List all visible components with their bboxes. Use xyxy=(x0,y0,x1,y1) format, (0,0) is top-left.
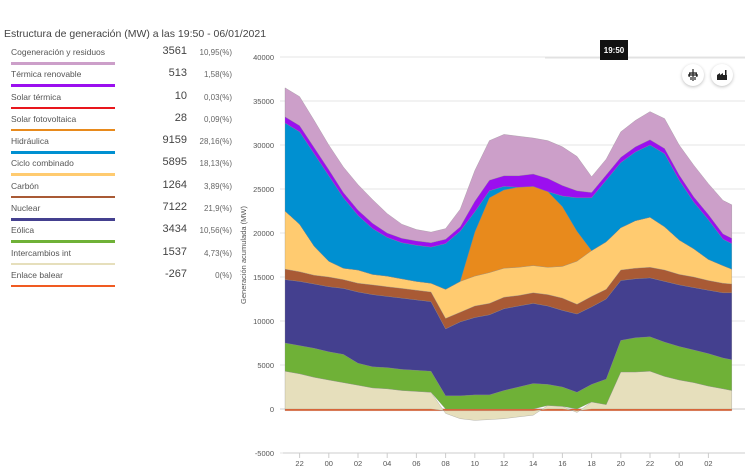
x-tick-label: 22 xyxy=(295,459,303,468)
legend-value: 5895 xyxy=(162,156,187,169)
x-tick-label: 02 xyxy=(354,459,362,468)
legend-label: Solar fotovoltaica xyxy=(11,113,77,124)
legend-percent: 0(%) xyxy=(215,270,232,280)
legend-item[interactable]: Solar térmica 10 0,03(%) xyxy=(11,89,241,111)
legend-item[interactable]: Enlace balear -267 0(%) xyxy=(11,267,241,289)
legend-value: 3561 xyxy=(162,45,187,57)
legend-swatch xyxy=(11,151,115,154)
legend-value: 9159 xyxy=(162,134,187,147)
y-tick-label: 20000 xyxy=(253,229,274,238)
legend-swatch xyxy=(11,106,115,110)
legend-value: 1264 xyxy=(162,178,187,191)
legend-item[interactable]: Hidráulica 9159 28,16(%) xyxy=(11,133,241,155)
legend-label: Intercambios int xyxy=(11,247,71,258)
x-tick-label: 16 xyxy=(558,459,566,468)
legend-item[interactable]: Cogeneración y residuos 3561 10,95(%) xyxy=(11,44,241,66)
x-tick-label: 06 xyxy=(412,459,420,468)
legend-swatch xyxy=(11,262,115,266)
x-tick-label: 14 xyxy=(529,459,537,468)
legend-percent: 1,58(%) xyxy=(203,70,232,80)
legend-swatch xyxy=(11,195,115,199)
y-tick-label: 5000 xyxy=(257,361,274,370)
legend-label: Hidráulica xyxy=(11,136,49,147)
electricity-tower-icon xyxy=(688,69,698,81)
legend-percent: 10,56(%) xyxy=(199,226,232,236)
x-tick-label: 04 xyxy=(383,459,391,468)
x-tick-label: 12 xyxy=(500,459,508,468)
y-tick-label: -5000 xyxy=(255,449,274,458)
legend-label: Carbón xyxy=(11,180,39,191)
legend-value: 513 xyxy=(168,67,187,80)
factory-icon xyxy=(717,70,727,80)
x-tick-label: 22 xyxy=(646,459,654,468)
legend-value: 28 xyxy=(174,111,187,124)
legend-item[interactable]: Solar fotovoltaica 28 0,09(%) xyxy=(11,111,241,133)
y-tick-label: 30000 xyxy=(253,141,274,150)
y-axis-label: Generación acumulada (MW) xyxy=(239,206,248,304)
legend-percent: 4,73(%) xyxy=(203,248,232,258)
electricity-tower-button[interactable] xyxy=(682,64,704,86)
legend-label: Enlace balear xyxy=(11,269,63,280)
legend-percent: 0,03(%) xyxy=(203,92,232,102)
legend-percent: 21,9(%) xyxy=(203,204,232,214)
x-tick-label: 00 xyxy=(675,459,683,468)
legend: Cogeneración y residuos 3561 10,95(%) Térmi… xyxy=(11,44,241,289)
legend-percent: 18,13(%) xyxy=(199,159,232,169)
legend-label: Eólica xyxy=(11,225,35,236)
legend-item[interactable]: Térmica renovable 513 1,58(%) xyxy=(11,66,241,88)
area-cogeneraci-n-y-residuos xyxy=(284,87,732,243)
legend-swatch xyxy=(11,240,115,243)
legend-value: 1537 xyxy=(162,245,187,258)
x-tick-label: 10 xyxy=(471,459,479,468)
legend-percent: 10,95(%) xyxy=(199,48,232,57)
y-tick-label: 0 xyxy=(270,405,274,414)
legend-item[interactable]: Ciclo combinado 5895 18,13(%) xyxy=(11,155,241,177)
y-tick-label: 25000 xyxy=(253,185,274,194)
legend-percent: 28,16(%) xyxy=(199,137,232,147)
legend-item[interactable]: Eólica 3434 10,56(%) xyxy=(11,222,241,244)
legend-value: 10 xyxy=(174,89,187,102)
area-intercambios-int xyxy=(284,370,732,421)
legend-item[interactable]: Carbón 1264 3,89(%) xyxy=(11,178,241,200)
legend-value: 7122 xyxy=(162,201,187,214)
time-tooltip: 19:50 xyxy=(600,40,628,60)
x-tick-label: 20 xyxy=(617,459,625,468)
chart-title: Estructura de generación (MW) a las 19:5… xyxy=(4,28,267,40)
x-tick-label: 08 xyxy=(441,459,449,468)
legend-value: 3434 xyxy=(162,223,187,236)
legend-label: Cogeneración y residuos xyxy=(11,47,106,57)
legend-value: -267 xyxy=(164,267,187,280)
area-enlace-balear xyxy=(284,408,732,411)
legend-swatch xyxy=(11,173,115,176)
y-tick-label: 15000 xyxy=(253,273,274,282)
factory-button[interactable] xyxy=(711,64,733,86)
legend-label: Térmica renovable xyxy=(11,69,82,80)
x-tick-label: 02 xyxy=(704,459,712,468)
y-tick-label: 40000 xyxy=(253,53,274,62)
legend-swatch xyxy=(11,218,115,221)
y-tick-label: 35000 xyxy=(253,97,274,106)
legend-label: Solar térmica xyxy=(11,91,62,102)
legend-item[interactable]: Intercambios int 1537 4,73(%) xyxy=(11,245,241,267)
x-tick-label: 18 xyxy=(587,459,595,468)
legend-swatch xyxy=(11,128,115,132)
legend-swatch xyxy=(11,84,115,87)
legend-percent: 3,89(%) xyxy=(203,181,232,191)
legend-item[interactable]: Nuclear 7122 21,9(%) xyxy=(11,200,241,222)
y-tick-label: 10000 xyxy=(253,317,274,326)
x-tick-label: 00 xyxy=(325,459,333,468)
legend-percent: 0,09(%) xyxy=(203,114,232,124)
legend-label: Ciclo combinado xyxy=(11,158,74,169)
legend-swatch xyxy=(11,284,115,288)
legend-swatch xyxy=(11,62,115,65)
legend-label: Nuclear xyxy=(11,203,41,214)
